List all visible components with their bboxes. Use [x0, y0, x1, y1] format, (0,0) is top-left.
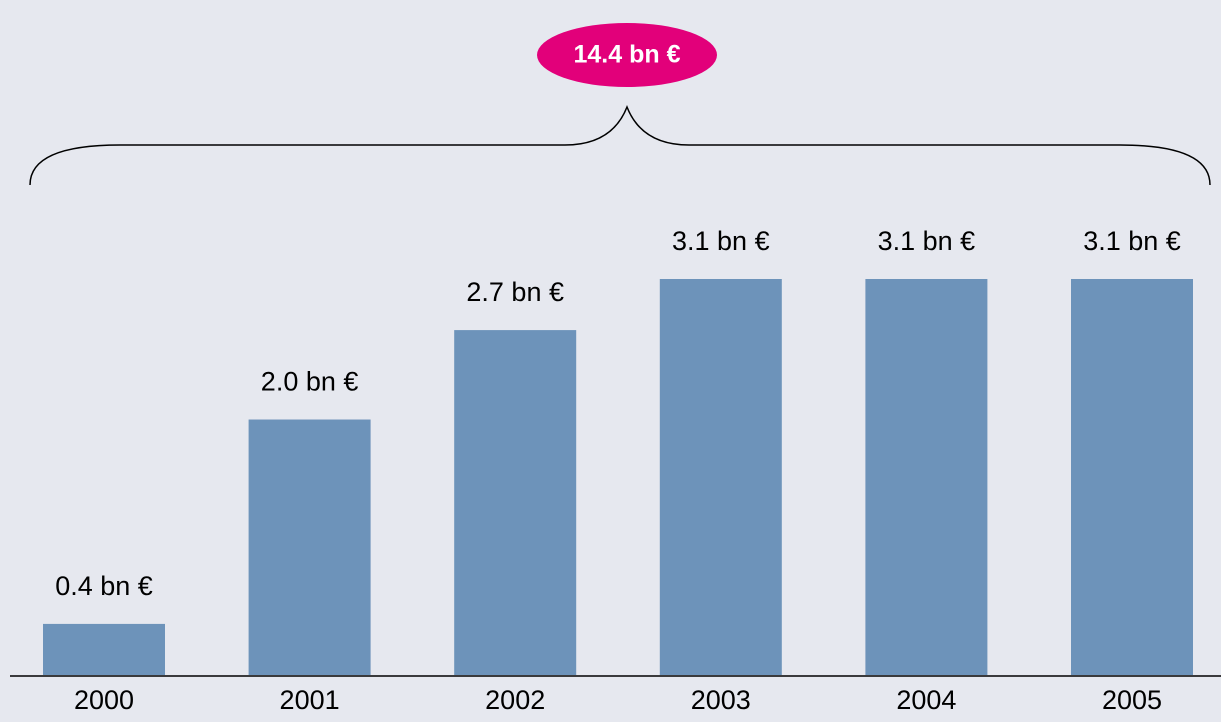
- value-label: 3.1 bn €: [878, 226, 976, 256]
- annotation-badge: [537, 23, 717, 87]
- value-label: 3.1 bn €: [1083, 226, 1181, 256]
- bar: [865, 279, 988, 675]
- bar: [1071, 279, 1193, 675]
- brace: [29, 104, 1211, 186]
- value-label: 2.7 bn €: [466, 277, 564, 307]
- x-tick-label: 2005: [1102, 685, 1162, 715]
- x-tick-label: 2001: [280, 685, 340, 715]
- bar: [43, 623, 165, 675]
- bar: [659, 279, 782, 675]
- bar: [454, 330, 577, 675]
- annotation: 14.4 bn €: [574, 41, 681, 69]
- value-label: 0.4 bn €: [55, 571, 153, 601]
- value-label: 3.1 bn €: [672, 226, 770, 256]
- x-tick-label: 2002: [485, 685, 545, 715]
- x-tick-label: 2003: [691, 685, 751, 715]
- x-tick-label: 2000: [74, 685, 134, 715]
- bar: [248, 419, 371, 675]
- x-tick-label: 2004: [896, 685, 956, 715]
- value-label: 2.0 bn €: [261, 367, 359, 397]
